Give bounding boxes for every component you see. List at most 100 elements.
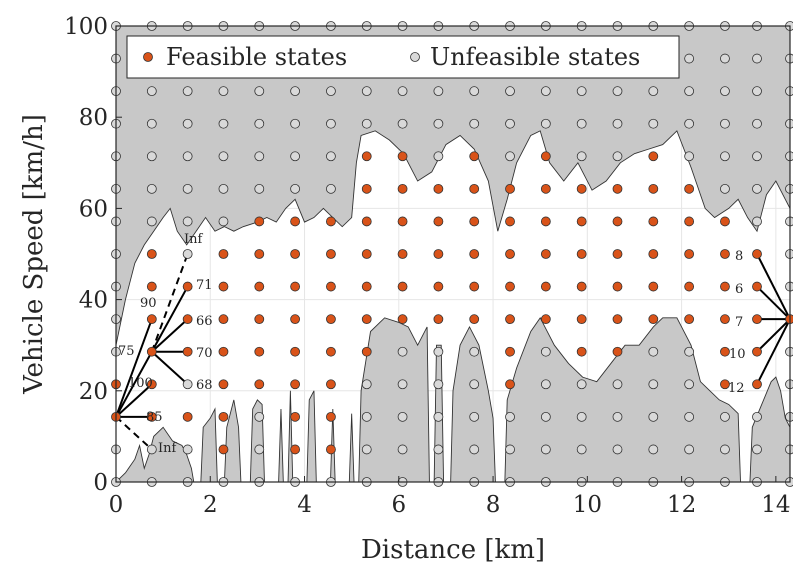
feasible-state-point [576,314,587,325]
x-tick-label: 2 [203,492,218,518]
feasible-state-point [612,249,623,259]
feasible-state-point [397,249,408,259]
unfeasible-state-point [720,86,730,97]
unfeasible-state-point [648,346,659,357]
feasible-state-point [254,379,265,390]
unfeasible-state-point [752,86,762,97]
feasible-state-point [720,379,730,390]
unfeasible-state-point [684,379,695,390]
x-tick-label: 4 [297,492,312,518]
unfeasible-state-point [397,379,408,390]
unfeasible-state-point [785,346,793,357]
unfeasible-state-point [612,379,623,390]
feasible-state-point [326,249,336,259]
unfeasible-state-point [218,216,229,227]
feasible-state-point [254,216,265,227]
legend: Feasible states Unfeasible states [126,35,680,79]
unfeasible-state-point [397,444,408,455]
unfeasible-state-point [254,118,265,129]
unfeasible-state-point [254,183,265,194]
feasible-state-point [469,249,480,259]
feasible-state-point [218,249,229,259]
unfeasible-state-point [684,411,695,422]
feasible-state-point [648,249,659,259]
feasible-state-point [648,216,659,227]
feasible-state-point [720,249,730,259]
feasible-state-point [684,216,695,227]
unfeasible-state-point [254,86,265,97]
legend-box [126,35,680,79]
transition-label: 6 [735,282,743,297]
x-tick-label: 12 [667,492,696,518]
transition-edge [115,351,153,418]
unfeasible-state-point [684,346,695,357]
feasible-state-point [469,216,480,227]
feasible-state-point [469,314,480,325]
y-tick-label: 0 [93,470,108,496]
unfeasible-state-point [146,118,157,129]
feasible-state-point [540,314,551,325]
unfeasible-state-point [612,86,623,97]
feasible-state-point [218,281,229,292]
unfeasible-state-point [785,281,793,292]
unfeasible-state-point [505,444,515,455]
feasible-state-point [146,249,157,259]
unfeasible-state-point [576,151,587,162]
feasible-state-point [720,346,730,357]
transition-edge [756,285,791,320]
unfeasible-state-point [785,216,793,227]
unfeasible-state-point [433,118,444,129]
feasible-state-point [505,216,515,227]
feasible-state-point [218,411,229,422]
feasible-state-point [433,314,444,325]
unfeasible-state-point [505,151,515,162]
x-tick-label: 8 [486,492,501,518]
feasible-state-point [785,314,793,325]
unfeasible-state-point [146,151,157,162]
feasible-state-point [218,346,229,357]
feasible-state-point [182,411,193,422]
feasible-state-point [612,346,623,357]
transition-edge [151,350,189,386]
feasible-state-point [361,151,372,162]
feasible-state-point [397,281,408,292]
feasible-state-point [397,314,408,325]
plot-frame [115,25,791,483]
unfeasible-state-point [785,249,793,259]
unfeasible-state-point [720,183,730,194]
feasible-state-point [576,216,587,227]
feasible-state-point [469,183,480,194]
unfeasible-state-point [361,86,372,97]
transition-label: 10 [729,347,746,362]
unfeasible-state-point [146,216,157,227]
feasible-state-point [648,281,659,292]
unfeasible-state-point [576,86,587,97]
unfeasible-state-point [146,183,157,194]
unfeasible-state-point [612,118,623,129]
feasible-state-point [146,281,157,292]
transition-label: 75 [118,344,135,359]
unfeasible-state-point [397,346,408,357]
unfeasible-state-point [540,379,551,390]
unfeasible-state-point [254,411,265,422]
feasible-state-point [326,216,336,227]
feasible-state-point [254,249,265,259]
feasible-state-point [182,281,193,292]
unfeasible-state-point [612,444,623,455]
unfeasible-state-point [326,118,336,129]
transition-label: Inf [184,232,204,247]
feasible-state-point [397,216,408,227]
lower-unfeasible-region [116,316,790,482]
feasible-state-point [505,281,515,292]
unfeasible-state-point [254,444,265,455]
upper-unfeasible-region [116,26,790,346]
feasible-state-point [540,216,551,227]
feasible-state-point [254,314,265,325]
unfeasible-state-point [182,379,193,390]
unfeasible-state-point [785,53,793,64]
unfeasible-state-point [684,444,695,455]
unfeasible-state-point [648,86,659,97]
feasible-state-point [648,314,659,325]
feasible-state-point [720,281,730,292]
unfeasible-state-point [720,53,730,64]
